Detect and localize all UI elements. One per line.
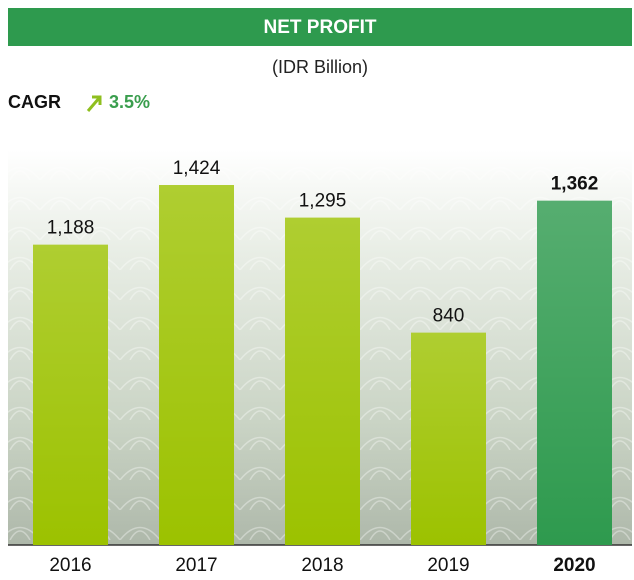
bar-sheen: [411, 332, 486, 545]
title-bar: [8, 8, 632, 46]
cagr-value: 3.5%: [109, 92, 150, 112]
value-label: 1,362: [551, 174, 599, 195]
value-label: 1,295: [299, 191, 347, 212]
x-tick-label: 2018: [301, 555, 343, 576]
cagr-label: CAGR: [8, 92, 61, 112]
x-tick-label: 2020: [553, 555, 595, 576]
x-tick-label: 2016: [49, 555, 91, 576]
bar-sheen: [285, 217, 360, 545]
bar-sheen: [33, 244, 108, 546]
value-label: 1,188: [47, 218, 95, 239]
x-tick-label: 2017: [175, 555, 217, 576]
chart-title: NET PROFIT: [264, 17, 377, 38]
up-arrow-icon: [86, 95, 102, 112]
x-tick-label: 2019: [427, 555, 469, 576]
value-label: 840: [433, 306, 465, 327]
bar-sheen: [537, 200, 612, 545]
bar-sheen: [159, 185, 234, 545]
value-label: 1,424: [173, 158, 221, 179]
chart-subtitle: (IDR Billion): [272, 57, 368, 77]
